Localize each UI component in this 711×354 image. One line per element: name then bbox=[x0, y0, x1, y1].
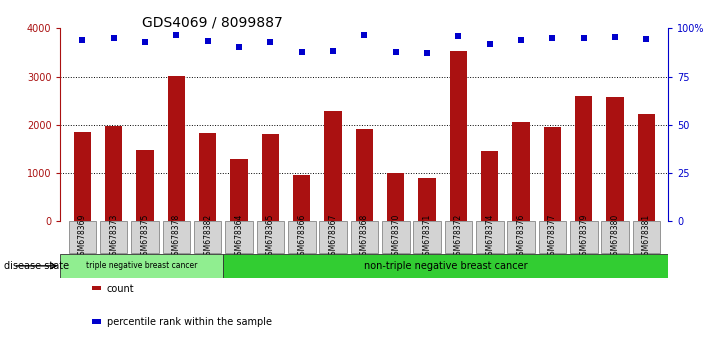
Text: GSM678376: GSM678376 bbox=[517, 214, 525, 261]
Point bbox=[296, 49, 307, 55]
Point bbox=[264, 40, 276, 45]
Point bbox=[171, 32, 182, 38]
Bar bbox=[225, 221, 253, 253]
Text: GDS4069 / 8099887: GDS4069 / 8099887 bbox=[142, 16, 283, 30]
Bar bbox=[230, 159, 247, 221]
Point bbox=[453, 33, 464, 38]
Bar bbox=[602, 221, 629, 253]
Text: non-triple negative breast cancer: non-triple negative breast cancer bbox=[364, 261, 528, 271]
Text: GSM678371: GSM678371 bbox=[422, 214, 432, 260]
Bar bbox=[476, 221, 503, 253]
Point bbox=[359, 32, 370, 38]
Bar bbox=[137, 150, 154, 221]
Text: GSM678380: GSM678380 bbox=[611, 214, 619, 260]
Bar bbox=[163, 221, 190, 253]
Text: GSM678378: GSM678378 bbox=[172, 214, 181, 260]
Text: percentile rank within the sample: percentile rank within the sample bbox=[107, 317, 272, 327]
Bar bbox=[68, 221, 96, 253]
Text: GSM678379: GSM678379 bbox=[579, 214, 588, 261]
Bar bbox=[105, 126, 122, 221]
Text: GSM678382: GSM678382 bbox=[203, 214, 212, 260]
Text: count: count bbox=[107, 284, 134, 293]
Bar bbox=[544, 127, 561, 221]
Point bbox=[422, 50, 433, 56]
Text: GSM678372: GSM678372 bbox=[454, 214, 463, 260]
Point bbox=[515, 37, 527, 43]
Bar bbox=[288, 221, 316, 253]
Text: GSM678373: GSM678373 bbox=[109, 214, 118, 261]
Bar bbox=[356, 129, 373, 221]
Bar bbox=[60, 254, 223, 278]
Bar bbox=[606, 97, 624, 221]
Point bbox=[139, 39, 151, 45]
Bar bbox=[513, 122, 530, 221]
Text: triple negative breast cancer: triple negative breast cancer bbox=[86, 261, 198, 270]
Bar bbox=[319, 221, 347, 253]
Text: GSM678381: GSM678381 bbox=[642, 214, 651, 260]
Bar bbox=[324, 111, 342, 221]
Bar bbox=[100, 221, 127, 253]
Text: GSM678370: GSM678370 bbox=[391, 214, 400, 261]
Point bbox=[77, 37, 88, 43]
Text: GSM678368: GSM678368 bbox=[360, 214, 369, 260]
Text: GSM678369: GSM678369 bbox=[78, 214, 87, 261]
Bar bbox=[413, 221, 441, 253]
Point bbox=[390, 49, 402, 55]
Bar bbox=[168, 76, 185, 221]
Bar bbox=[444, 221, 472, 253]
Point bbox=[484, 41, 496, 47]
Bar bbox=[223, 254, 668, 278]
Bar bbox=[132, 221, 159, 253]
Bar bbox=[293, 176, 310, 221]
Bar bbox=[257, 221, 284, 253]
Point bbox=[578, 35, 589, 41]
Bar bbox=[570, 221, 597, 253]
Text: disease state: disease state bbox=[4, 261, 69, 271]
Text: GSM678374: GSM678374 bbox=[485, 214, 494, 261]
Bar bbox=[575, 96, 592, 221]
Point bbox=[108, 36, 119, 41]
Text: GSM678365: GSM678365 bbox=[266, 214, 275, 261]
Bar bbox=[382, 221, 410, 253]
Bar bbox=[450, 51, 467, 221]
Point bbox=[327, 48, 338, 53]
Bar bbox=[539, 221, 566, 253]
Text: GSM678367: GSM678367 bbox=[328, 214, 338, 261]
Bar bbox=[507, 221, 535, 253]
Bar bbox=[638, 114, 655, 221]
Bar bbox=[633, 221, 661, 253]
Bar bbox=[387, 172, 405, 221]
Point bbox=[641, 36, 652, 42]
Bar bbox=[419, 178, 436, 221]
Point bbox=[547, 36, 558, 41]
Text: GSM678375: GSM678375 bbox=[141, 214, 149, 261]
Text: GSM678377: GSM678377 bbox=[548, 214, 557, 261]
Bar bbox=[194, 221, 222, 253]
Bar bbox=[74, 132, 91, 221]
Bar bbox=[199, 133, 216, 221]
Point bbox=[609, 34, 621, 40]
Bar bbox=[262, 135, 279, 221]
Point bbox=[202, 39, 213, 44]
Point bbox=[233, 44, 245, 50]
Bar bbox=[351, 221, 378, 253]
Text: GSM678366: GSM678366 bbox=[297, 214, 306, 261]
Text: GSM678364: GSM678364 bbox=[235, 214, 244, 261]
Bar bbox=[481, 151, 498, 221]
